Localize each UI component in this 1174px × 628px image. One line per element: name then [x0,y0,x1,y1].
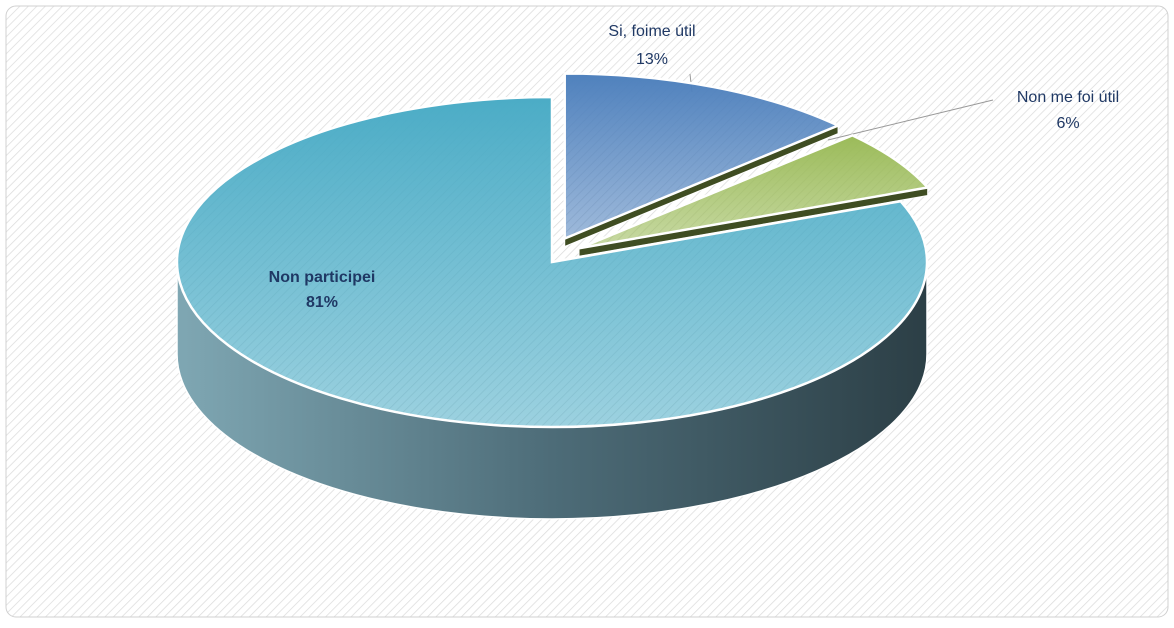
slice-value-label: 81% [306,294,338,311]
slice-top [578,133,931,250]
pie-slice [175,95,929,520]
slice-top [175,95,929,429]
leader-line [827,99,994,141]
slice-label: Si, foime útil [608,23,695,40]
slice-top [563,72,842,241]
pie-slice [578,133,931,257]
slice-value-label: 13% [636,51,668,68]
slice-value-label: 6% [1056,115,1079,132]
slice-label: Non participei [269,269,376,286]
slice-label: Non me foi útil [1017,89,1119,106]
pie-slice [563,72,842,248]
